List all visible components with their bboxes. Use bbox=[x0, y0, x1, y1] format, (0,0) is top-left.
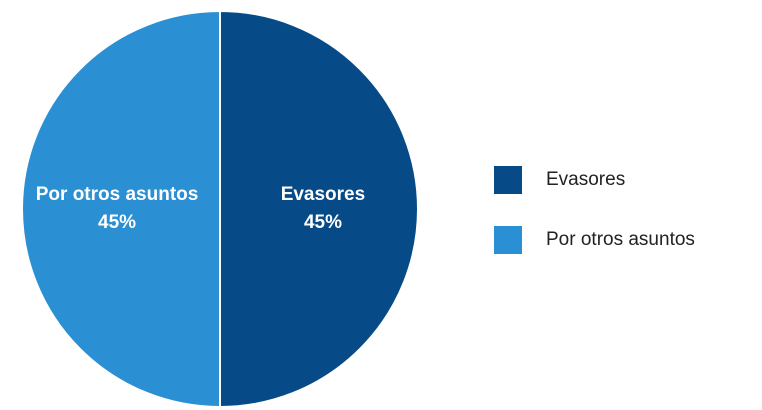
slice-label: Evasores bbox=[281, 184, 366, 205]
legend-swatch bbox=[494, 226, 522, 254]
slice-value: 45% bbox=[304, 212, 342, 233]
pie-slice bbox=[219, 9, 419, 409]
legend-label: Por otros asuntos bbox=[546, 229, 695, 250]
pie-slice bbox=[21, 9, 221, 409]
slice-value: 45% bbox=[98, 212, 136, 233]
legend-label: Evasores bbox=[546, 169, 625, 190]
slice-label: Por otros asuntos bbox=[36, 184, 199, 205]
legend-swatch bbox=[494, 166, 522, 194]
